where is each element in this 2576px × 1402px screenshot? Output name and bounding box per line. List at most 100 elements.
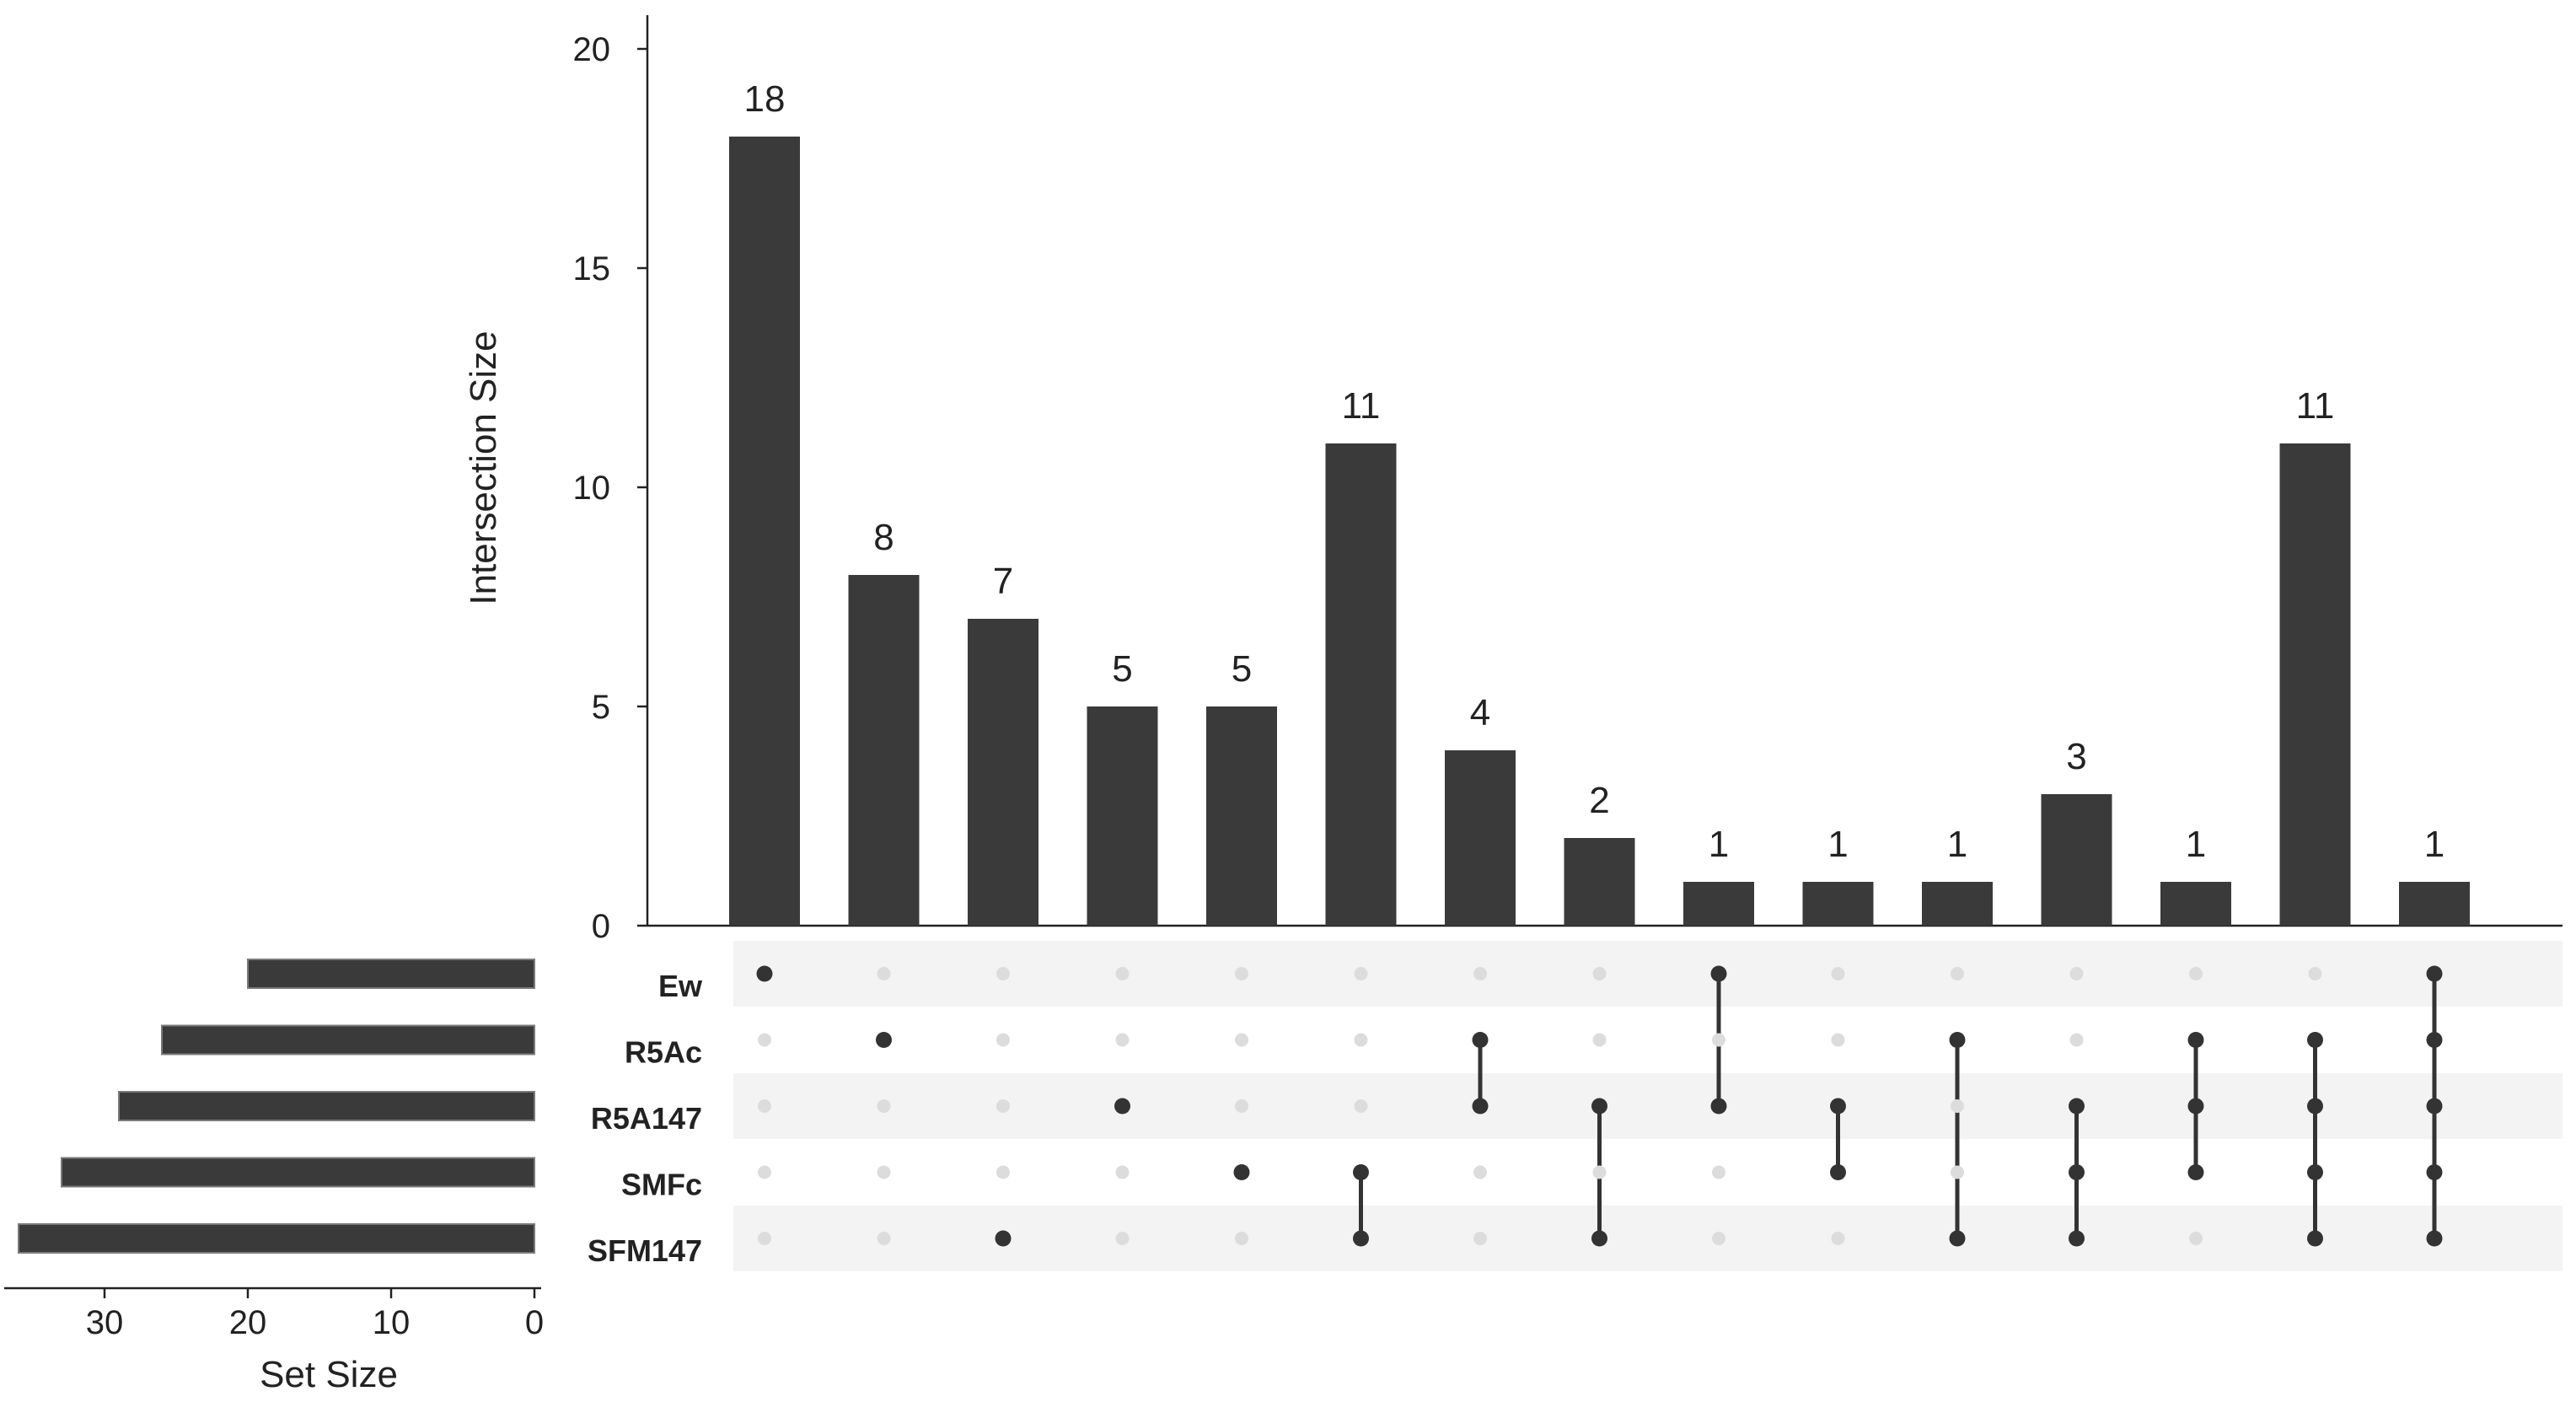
- membership-dot-inactive: [1831, 1232, 1845, 1245]
- set-size-tick-label: 0: [525, 1304, 544, 1341]
- membership-dot-active: [2426, 1164, 2443, 1180]
- set-size-axis-title: Set Size: [260, 1354, 398, 1395]
- membership-dot-inactive: [758, 1232, 771, 1245]
- membership-dot-active: [2069, 1098, 2085, 1115]
- membership-dot-inactive: [996, 1033, 1010, 1047]
- membership-dot-inactive: [1115, 1232, 1130, 1245]
- membership-dot-inactive: [1951, 1099, 1964, 1113]
- intersection-bar-label: 1: [1947, 824, 1967, 865]
- membership-dot-inactive: [996, 967, 1010, 980]
- membership-dot-inactive: [877, 967, 891, 980]
- set-size-tick-label: 10: [373, 1304, 411, 1341]
- membership-dot-inactive: [1354, 1033, 1368, 1047]
- set-label: R5A147: [591, 1101, 702, 1136]
- membership-dot-active: [1472, 1032, 1489, 1048]
- membership-dot-inactive: [2069, 967, 2084, 980]
- set-labels: Ew R5Ac R5A147 SMFc SFM147: [588, 969, 703, 1268]
- matrix-row-stripes: [733, 941, 2563, 1271]
- set-size-bar: [118, 1091, 535, 1121]
- membership-dot-active: [2426, 1230, 2443, 1247]
- membership-dot-inactive: [2189, 1232, 2203, 1245]
- membership-dot-active: [1114, 1098, 1130, 1115]
- y-tick-label: 15: [573, 250, 611, 287]
- intersection-bar: [1683, 882, 1754, 926]
- intersection-bar-label: 11: [1342, 385, 1381, 427]
- intersection-bar-label: 5: [1232, 648, 1252, 690]
- intersection-size-axis-title: Intersection Size: [463, 330, 504, 604]
- membership-dot-active: [2426, 965, 2443, 982]
- membership-dot-inactive: [1473, 1232, 1487, 1245]
- intersection-bar-label: 11: [2296, 385, 2335, 427]
- membership-dot-active: [1949, 1230, 1966, 1247]
- intersection-bar: [729, 137, 800, 926]
- intersection-bar-label: 1: [2186, 824, 2206, 865]
- membership-dot-active: [1353, 1230, 1369, 1247]
- membership-dot-active: [2187, 1032, 2204, 1048]
- membership-dot-active: [876, 1032, 892, 1048]
- intersection-bar: [1206, 706, 1277, 926]
- intersection-bar-label: 1: [1827, 824, 1848, 865]
- set-label: SMFc: [621, 1168, 702, 1202]
- membership-dot-inactive: [1951, 1165, 1964, 1179]
- membership-dot-inactive: [758, 1099, 771, 1113]
- set-size-bar: [161, 1024, 535, 1056]
- membership-dot-inactive: [877, 1232, 891, 1245]
- membership-dot-active: [995, 1230, 1012, 1247]
- intersection-bar: [1087, 706, 1158, 926]
- y-tick-label: 20: [573, 31, 611, 68]
- membership-dot-inactive: [758, 1165, 771, 1179]
- membership-dot-active: [1949, 1032, 1966, 1048]
- y-tick-label: 5: [592, 689, 610, 726]
- membership-dot-inactive: [2308, 967, 2322, 980]
- matrix-row-stripe: [733, 941, 2563, 1007]
- intersection-bar: [2279, 443, 2351, 926]
- membership-dot-inactive: [1592, 1165, 1607, 1179]
- membership-dot-inactive: [1473, 1165, 1487, 1179]
- intersection-bar-label: 3: [2066, 736, 2086, 777]
- membership-dot-active: [2307, 1098, 2323, 1115]
- membership-dot-inactive: [996, 1165, 1010, 1179]
- membership-dot-inactive: [1831, 967, 1845, 980]
- set-size-axis: 30 20 10 0: [4, 1287, 544, 1341]
- membership-dot-active: [1710, 965, 1727, 982]
- membership-dot-active: [2307, 1230, 2323, 1247]
- membership-dot-inactive: [1115, 1165, 1130, 1179]
- intersection-bar: [1445, 750, 1516, 926]
- membership-dot-active: [2187, 1164, 2204, 1180]
- set-label: R5Ac: [625, 1035, 702, 1070]
- membership-dot-active: [2426, 1032, 2443, 1048]
- membership-dot-inactive: [2069, 1033, 2084, 1047]
- membership-dot-active: [2307, 1164, 2323, 1180]
- intersection-bar-label: 18: [744, 78, 786, 120]
- intersection-bar-label: 5: [1112, 648, 1132, 690]
- set-size-bar: [18, 1223, 535, 1254]
- membership-dot-inactive: [1354, 1099, 1368, 1113]
- set-size-tick-label: 20: [229, 1304, 267, 1341]
- intersection-bar: [2399, 882, 2470, 926]
- membership-dot-active: [1830, 1164, 1846, 1180]
- membership-dot-active: [1472, 1098, 1489, 1115]
- membership-dot-inactive: [1951, 967, 1964, 980]
- membership-dot-inactive: [1592, 967, 1607, 980]
- set-label: SFM147: [588, 1233, 702, 1268]
- membership-dot-active: [1830, 1098, 1846, 1115]
- membership-dot-inactive: [2189, 967, 2203, 980]
- membership-dot-inactive: [877, 1099, 891, 1113]
- intersection-bar-label: 4: [1470, 692, 1490, 733]
- membership-dot-inactive: [1712, 1165, 1725, 1179]
- membership-dot-inactive: [1712, 1033, 1725, 1047]
- y-tick-label: 0: [592, 908, 610, 945]
- membership-dot-active: [1591, 1098, 1607, 1115]
- membership-dot-active: [2187, 1098, 2204, 1115]
- matrix-row-stripe: [733, 1073, 2563, 1139]
- y-tick-label: 10: [573, 470, 611, 507]
- membership-dot-active: [2069, 1230, 2085, 1247]
- intersection-bar: [2160, 882, 2231, 926]
- membership-dot-inactive: [877, 1165, 891, 1179]
- membership-dot-active: [1233, 1164, 1250, 1180]
- set-size-bar: [247, 959, 535, 989]
- intersection-bar-label: 2: [1589, 780, 1609, 821]
- intersection-bar: [1922, 882, 1993, 926]
